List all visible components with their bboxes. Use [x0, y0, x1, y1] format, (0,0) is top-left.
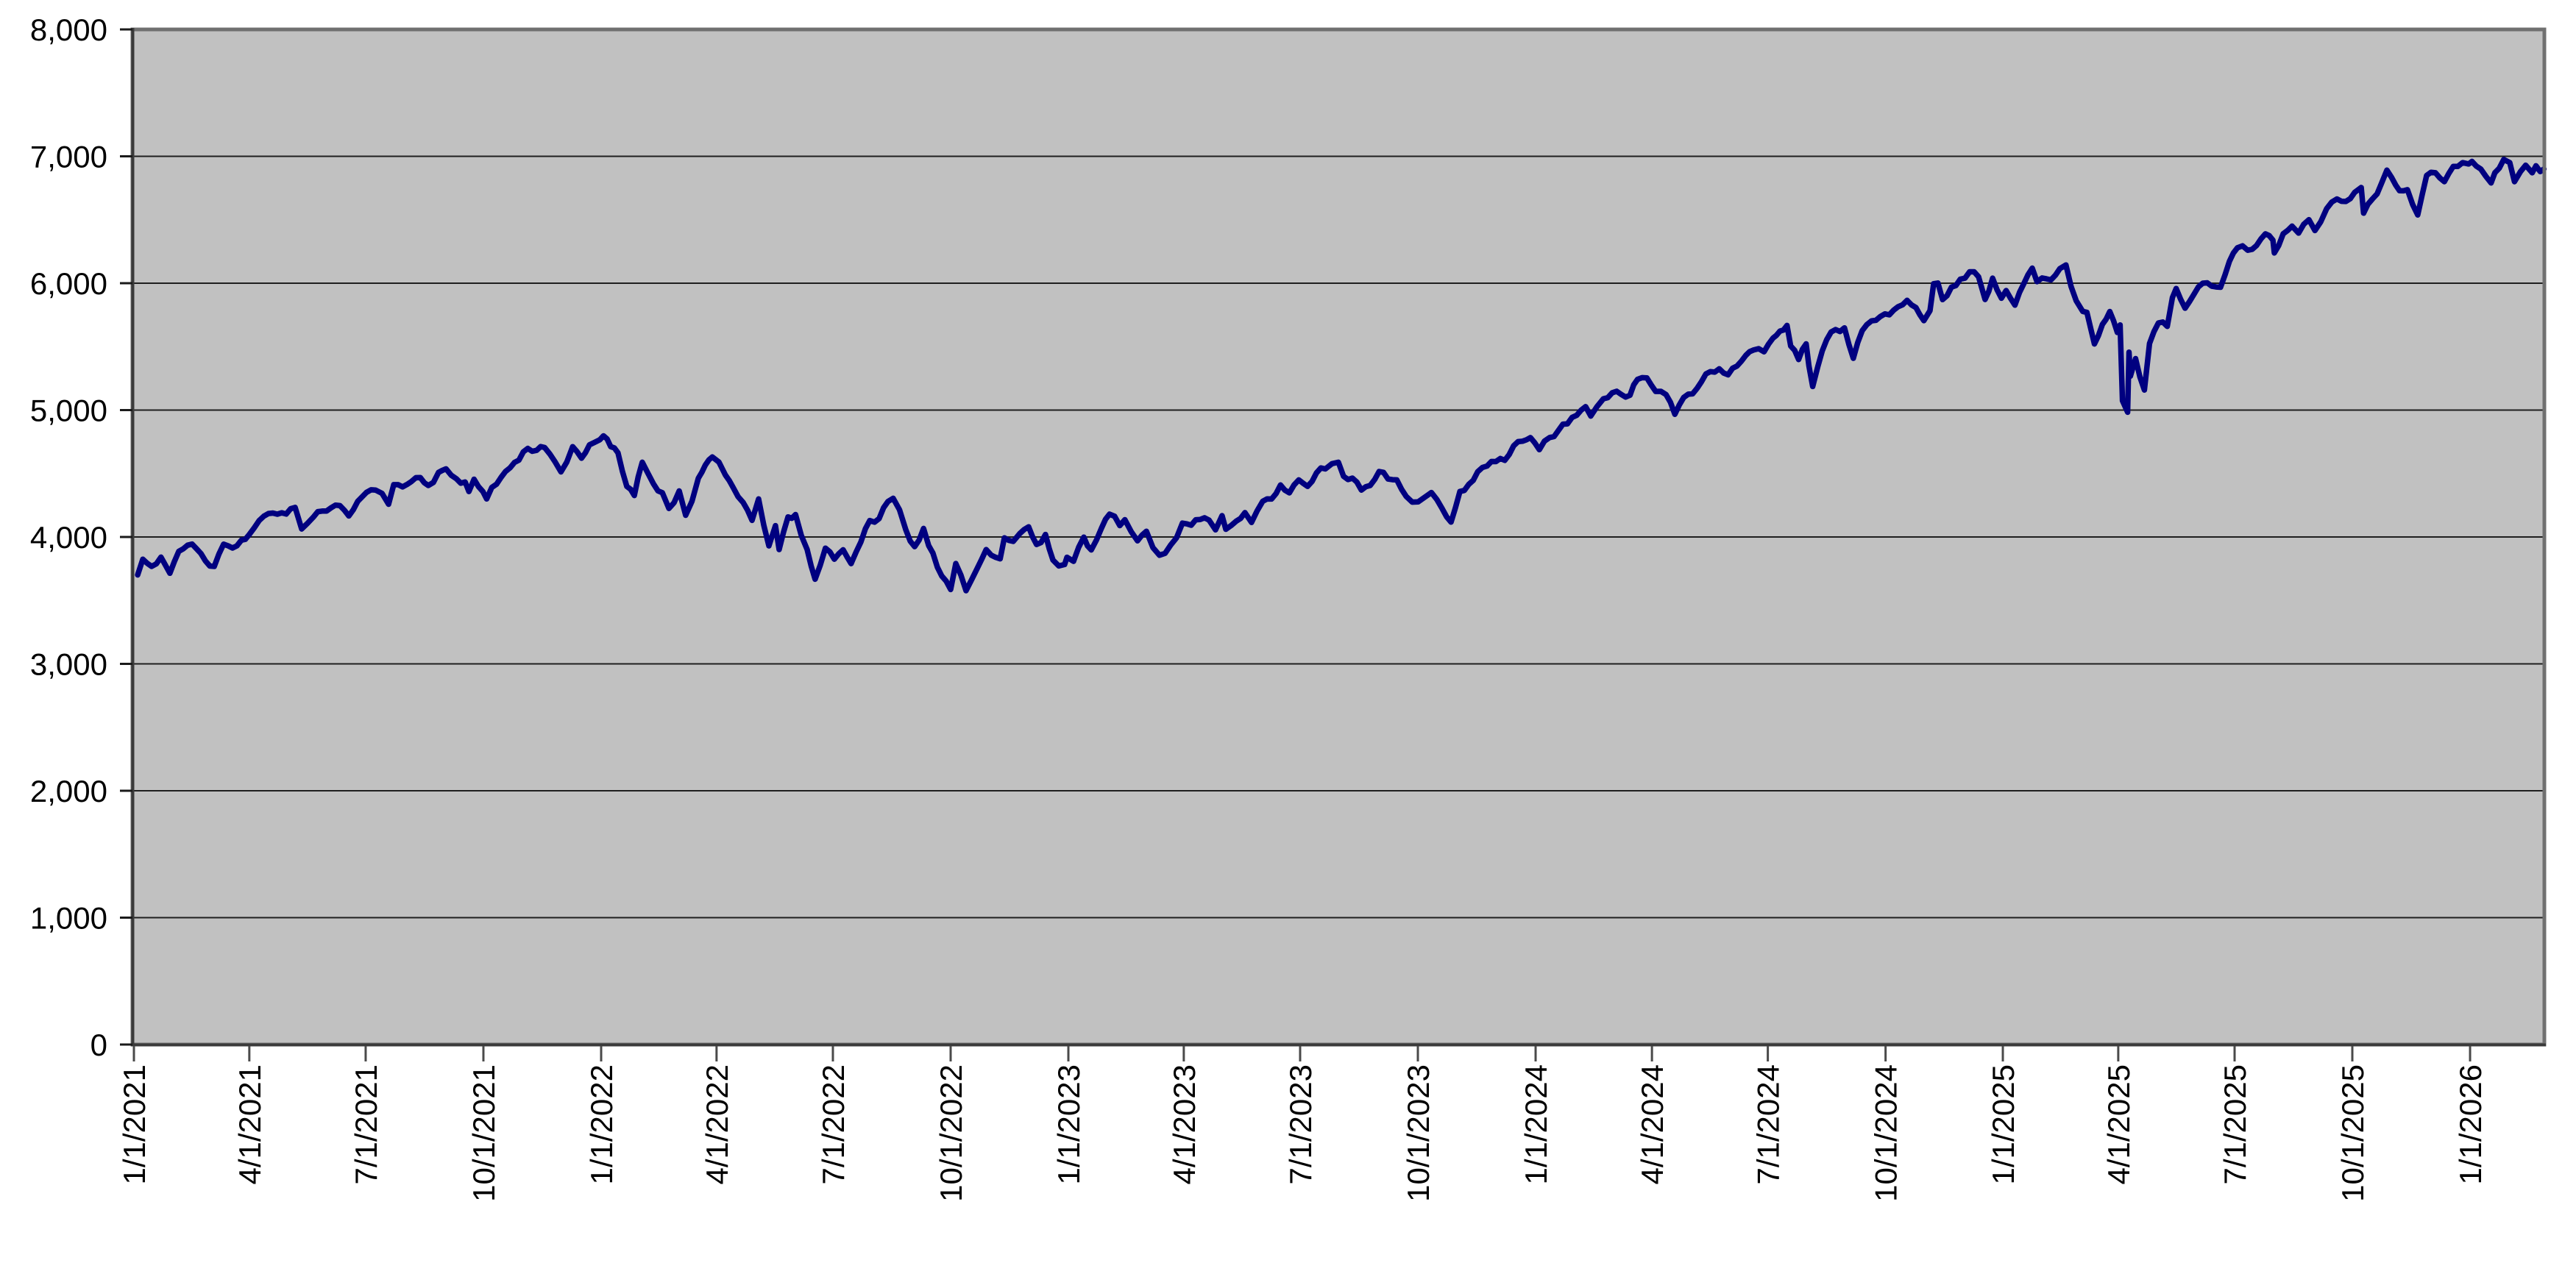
y-axis-tick-label: 0	[91, 1028, 107, 1062]
x-axis-tick-label: 1/1/2022	[584, 1064, 619, 1185]
gridlines	[132, 155, 2544, 919]
y-axis-tick-label: 6,000	[30, 266, 107, 301]
y-axis-ticks	[120, 28, 132, 1046]
x-axis-tick-label: 4/1/2025	[2101, 1064, 2136, 1185]
x-axis-tick-label: 1/1/2024	[1519, 1064, 1553, 1185]
x-axis-ticks	[132, 1046, 2472, 1061]
x-axis-tick-label: 1/1/2026	[2453, 1064, 2488, 1185]
x-axis-tick-label: 1/1/2021	[117, 1064, 152, 1185]
x-axis-tick-label: 10/1/2021	[466, 1064, 501, 1202]
x-axis-tick-label: 4/1/2022	[700, 1064, 734, 1185]
price-line	[135, 157, 2547, 594]
y-axis-tick-label: 3,000	[30, 647, 107, 682]
x-axis-tick-label: 7/1/2023	[1283, 1064, 1318, 1185]
x-axis-tick-label: 10/1/2023	[1401, 1064, 1436, 1202]
x-axis-tick-label: 4/1/2023	[1167, 1064, 1202, 1185]
x-axis-tick-label: 1/1/2023	[1051, 1064, 1086, 1185]
x-axis-tick-label: 10/1/2025	[2335, 1064, 2370, 1202]
y-axis-tick-label: 5,000	[30, 394, 107, 428]
y-axis-tick-label: 1,000	[30, 901, 107, 936]
y-axis-labels: 0 1,000 2,000 3,000 4,000 5,000 6,000 7,000 8,00…	[30, 13, 107, 1062]
x-axis-tick-label: 7/1/2025	[2218, 1064, 2252, 1185]
x-axis-tick-label: 4/1/2024	[1635, 1064, 1670, 1185]
x-axis-tick-label: 7/1/2022	[816, 1064, 851, 1185]
x-axis-tick-label: 10/1/2024	[1869, 1064, 1903, 1202]
y-axis-tick-label: 2,000	[30, 774, 107, 808]
axis-lines	[131, 28, 2546, 1047]
y-axis-tick-label: 4,000	[30, 520, 107, 555]
y-axis-tick-label: 8,000	[30, 13, 107, 47]
x-axis-tick-label: 7/1/2021	[349, 1064, 383, 1185]
x-axis-tick-label: 7/1/2024	[1751, 1064, 1786, 1185]
y-axis-tick-label: 7,000	[30, 140, 107, 174]
x-axis-tick-label: 1/1/2025	[1986, 1064, 2020, 1185]
x-axis-tick-label: 10/1/2022	[934, 1064, 968, 1202]
x-axis-labels: 1/1/2021 4/1/2021 7/1/2021 10/1/2021 1/1/202…	[117, 1064, 2488, 1202]
x-axis-tick-label: 4/1/2021	[233, 1064, 267, 1185]
